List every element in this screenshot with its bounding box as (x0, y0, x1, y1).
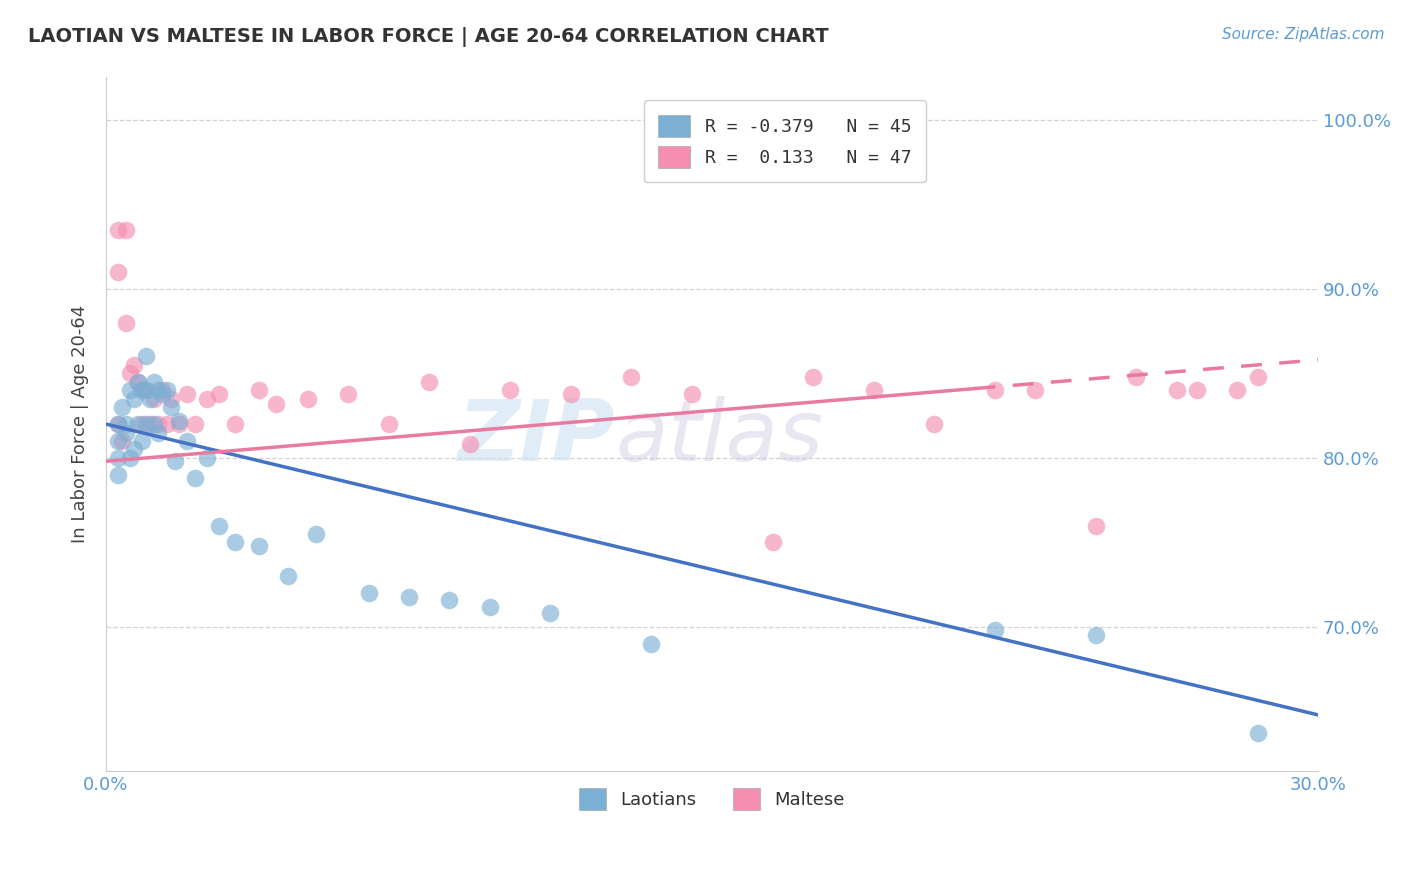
Point (458, 437, 481, 451)
Point (1084, 628, 1107, 642)
Point (195, 392, 218, 406)
Point (1166, 383, 1188, 397)
Point (208, 518, 231, 533)
Point (107, 222, 129, 236)
Point (107, 450, 129, 465)
Point (120, 383, 142, 397)
Point (111, 434, 134, 448)
Point (984, 624, 1007, 638)
Point (224, 417, 246, 431)
Point (560, 386, 582, 401)
Y-axis label: In Labor Force | Age 20-64: In Labor Force | Age 20-64 (72, 305, 89, 543)
Point (801, 369, 824, 384)
Point (135, 383, 157, 397)
Text: LAOTIAN VS MALTESE IN LABOR FORCE | AGE 20-64 CORRELATION CHART: LAOTIAN VS MALTESE IN LABOR FORCE | AGE … (28, 27, 828, 46)
Point (762, 535, 785, 549)
Point (127, 417, 149, 431)
Point (620, 369, 643, 384)
Point (184, 471, 207, 485)
Point (640, 637, 662, 651)
Point (378, 417, 401, 431)
Point (1246, 369, 1268, 384)
Point (167, 414, 190, 428)
Point (163, 454, 186, 468)
Point (131, 383, 153, 397)
Point (122, 358, 145, 372)
Point (143, 392, 166, 406)
Point (357, 586, 380, 600)
Point (984, 383, 1007, 397)
Point (115, 417, 138, 431)
Point (107, 265, 129, 279)
Point (418, 375, 440, 389)
Point (107, 417, 129, 431)
Legend: Laotians, Maltese: Laotians, Maltese (565, 773, 859, 824)
Point (152, 386, 174, 401)
Point (439, 593, 461, 607)
Point (862, 383, 884, 397)
Point (159, 400, 181, 414)
Point (499, 383, 522, 397)
Point (143, 375, 166, 389)
Point (148, 417, 170, 431)
Point (922, 417, 945, 431)
Point (107, 434, 129, 448)
Point (305, 527, 328, 541)
Point (135, 350, 157, 364)
Point (127, 375, 149, 389)
Point (224, 535, 246, 549)
Point (176, 434, 198, 448)
Point (148, 383, 170, 397)
Point (120, 367, 142, 381)
Point (681, 386, 703, 401)
Point (277, 569, 299, 583)
Point (148, 425, 170, 440)
Point (122, 392, 145, 406)
Point (111, 400, 134, 414)
Point (1125, 369, 1147, 384)
Text: Source: ZipAtlas.com: Source: ZipAtlas.com (1222, 27, 1385, 42)
Point (115, 222, 138, 236)
Point (135, 383, 157, 397)
Point (131, 417, 153, 431)
Point (1084, 518, 1107, 533)
Point (127, 375, 149, 389)
Point (131, 383, 153, 397)
Point (1024, 383, 1046, 397)
Text: atlas: atlas (614, 396, 823, 479)
Point (1246, 726, 1268, 740)
Point (264, 397, 287, 411)
Point (297, 392, 319, 406)
Point (195, 450, 218, 465)
Point (115, 425, 138, 440)
Point (143, 417, 166, 431)
Point (155, 417, 177, 431)
Point (538, 607, 561, 621)
Point (152, 383, 174, 397)
Point (135, 417, 157, 431)
Point (159, 392, 181, 406)
Point (1185, 383, 1208, 397)
Point (337, 386, 360, 401)
Point (120, 450, 142, 465)
Point (115, 316, 138, 330)
Point (249, 383, 271, 397)
Point (184, 417, 207, 431)
Point (139, 392, 162, 406)
Point (208, 386, 231, 401)
Text: ZIP: ZIP (457, 396, 614, 479)
Point (478, 599, 501, 614)
Point (176, 386, 198, 401)
Point (131, 434, 153, 448)
Point (155, 383, 177, 397)
Point (107, 467, 129, 482)
Point (167, 417, 190, 431)
Point (1226, 383, 1249, 397)
Point (139, 417, 162, 431)
Point (398, 590, 420, 604)
Point (107, 417, 129, 431)
Point (249, 539, 271, 553)
Point (122, 442, 145, 457)
